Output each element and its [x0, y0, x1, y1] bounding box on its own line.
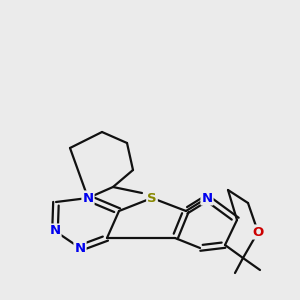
Text: S: S — [147, 191, 157, 205]
Text: N: N — [50, 224, 61, 238]
Text: N: N — [82, 191, 94, 205]
Text: N: N — [74, 242, 86, 254]
Text: N: N — [201, 191, 213, 205]
Text: O: O — [252, 226, 264, 238]
